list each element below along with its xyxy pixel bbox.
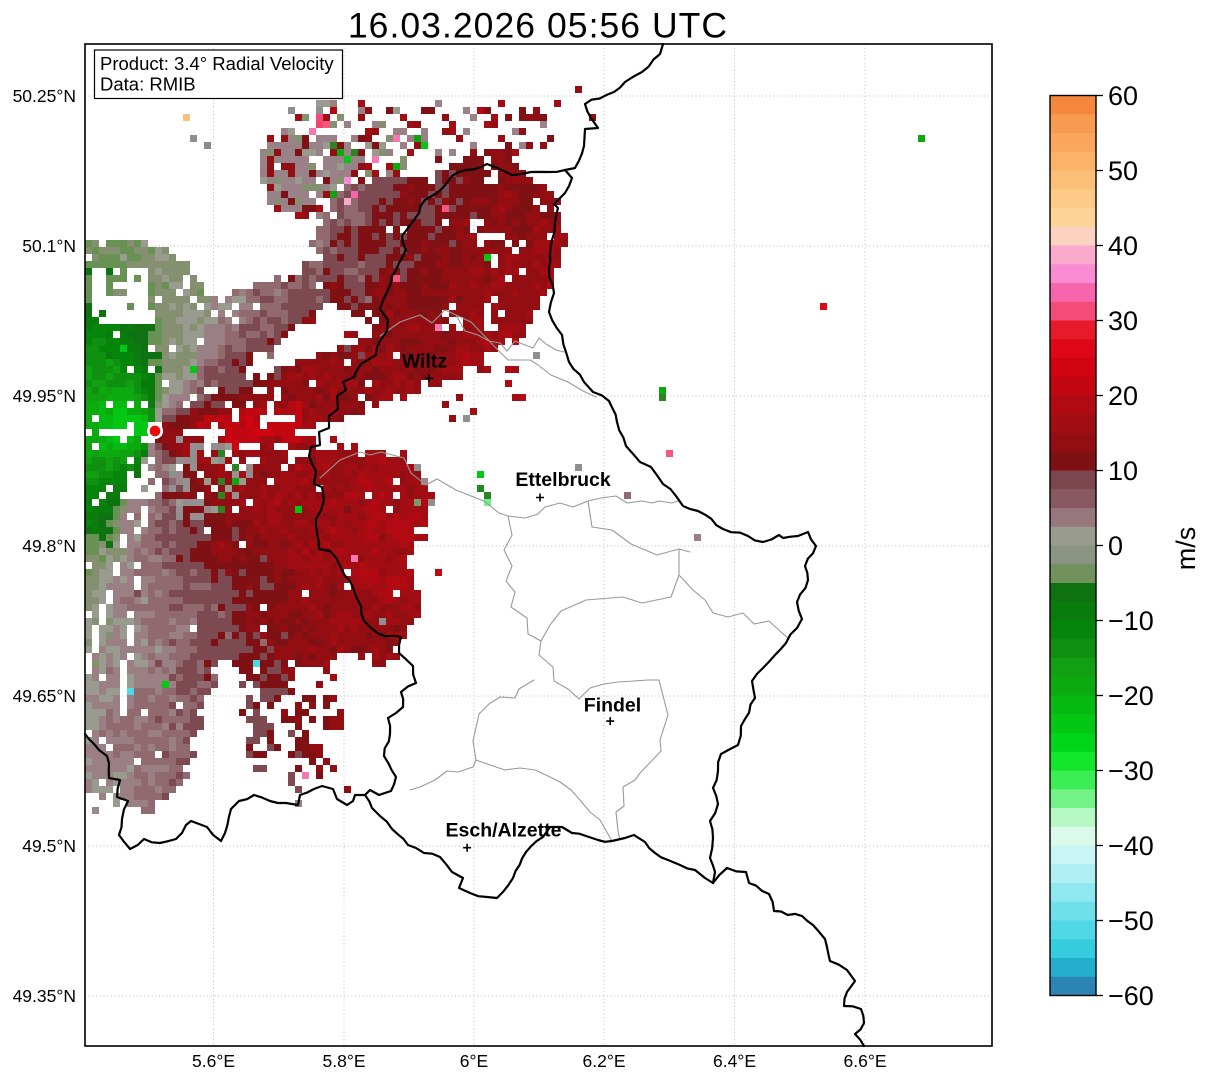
svg-text:49.35°N: 49.35°N [13,986,76,1006]
svg-text:20: 20 [1108,381,1138,411]
svg-text:Data: RMIB: Data: RMIB [100,74,196,95]
svg-text:6.2°E: 6.2°E [583,1051,626,1071]
svg-text:50.25°N: 50.25°N [13,86,76,106]
svg-text:Product: 3.4° Radial Velocity: Product: 3.4° Radial Velocity [100,53,334,74]
svg-text:−20: −20 [1108,681,1154,711]
svg-text:Findel: Findel [584,694,641,716]
svg-text:49.5°N: 49.5°N [22,836,76,856]
svg-text:6°E: 6°E [460,1051,488,1071]
svg-text:60: 60 [1108,81,1138,111]
svg-text:−10: −10 [1108,606,1154,636]
svg-text:30: 30 [1108,306,1138,336]
svg-text:−60: −60 [1108,981,1154,1011]
svg-text:Ettelbruck: Ettelbruck [515,469,611,491]
svg-text:5.8°E: 5.8°E [323,1051,366,1071]
svg-text:16.03.2026 05:56 UTC: 16.03.2026 05:56 UTC [348,6,728,46]
svg-text:49.8°N: 49.8°N [22,536,76,556]
svg-text:49.95°N: 49.95°N [13,386,76,406]
svg-text:6.4°E: 6.4°E [713,1051,756,1071]
svg-text:40: 40 [1108,231,1138,261]
svg-text:−50: −50 [1108,906,1154,936]
svg-text:50.1°N: 50.1°N [22,236,76,256]
svg-text:Wiltz: Wiltz [402,350,448,372]
svg-text:−40: −40 [1108,831,1154,861]
svg-text:50: 50 [1108,156,1138,186]
svg-text:Esch/Alzette: Esch/Alzette [446,820,562,842]
svg-text:10: 10 [1108,456,1138,486]
svg-text:49.65°N: 49.65°N [13,686,76,706]
svg-text:5.6°E: 5.6°E [192,1051,235,1071]
svg-text:0: 0 [1108,531,1123,561]
svg-text:6.6°E: 6.6°E [844,1051,887,1071]
svg-text:−30: −30 [1108,756,1154,786]
svg-text:m/s: m/s [1171,527,1201,571]
